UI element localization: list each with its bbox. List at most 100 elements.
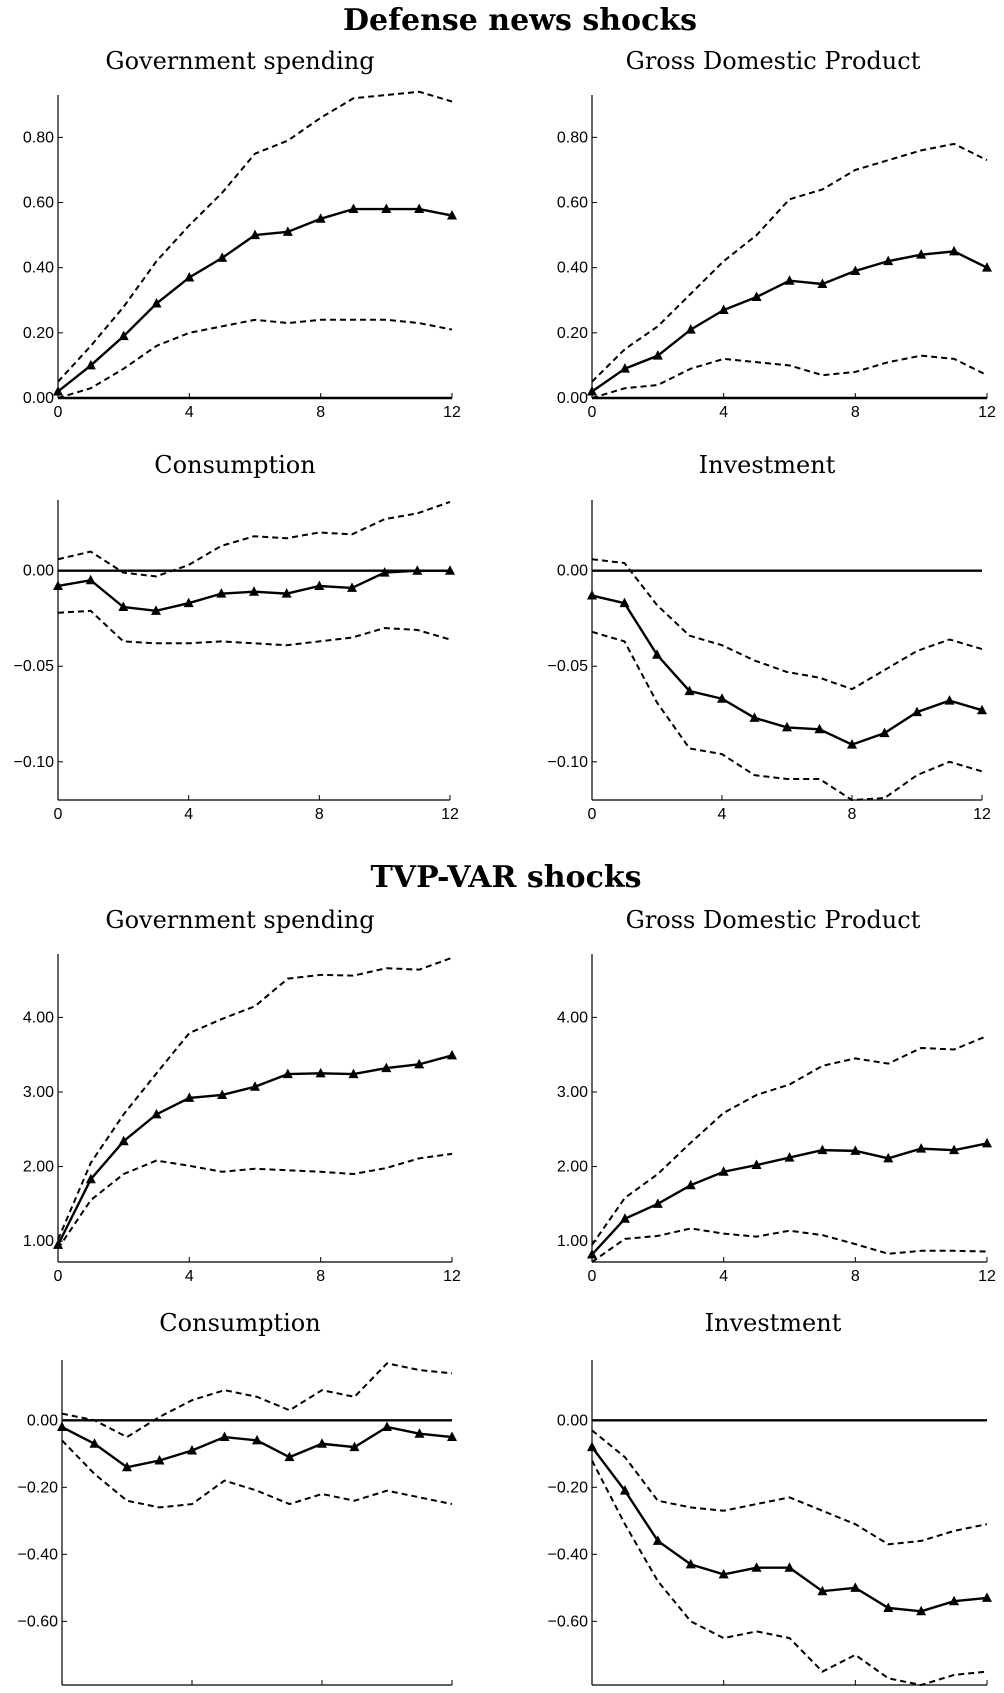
x-tick-label: 8 <box>315 806 324 823</box>
triangle-point <box>718 304 729 315</box>
triangle-point <box>447 1431 457 1442</box>
panel-title-defense-cons: Consumption <box>154 451 315 479</box>
x-tick-label: 0 <box>54 404 63 421</box>
triangle-point <box>347 582 357 592</box>
triangle-point <box>85 574 96 585</box>
x-tick-label: 0 <box>54 806 63 823</box>
triangle-point <box>349 1441 360 1452</box>
x-tick-label: 4 <box>188 1691 197 1693</box>
panel-title-defense-inv: Investment <box>699 451 836 479</box>
series-line-band-2 <box>591 1227 988 1263</box>
x-tick-label: 4 <box>185 404 194 421</box>
y-tick-label: 2.00 <box>23 1159 54 1176</box>
panel-4: 1.00 2.00 3.00 4.00 0 4 8 12 <box>23 954 461 1285</box>
x-tick-label: 4 <box>719 404 728 421</box>
triangle-point <box>652 1535 663 1545</box>
triangle-point <box>216 588 227 598</box>
y-tick-label: 3.00 <box>23 1084 54 1101</box>
y-tick-label: 0.20 <box>23 325 54 342</box>
series-line-band-2 <box>57 318 453 399</box>
triangle-point <box>718 1568 729 1579</box>
y-tick-label: −0.20 <box>18 1479 59 1496</box>
x-tick-label: 8 <box>848 806 857 823</box>
triangle-point <box>652 649 662 659</box>
triangle-point <box>53 580 63 590</box>
x-tick-label: 0 <box>54 1268 63 1285</box>
x-tick-label: 12 <box>443 1268 461 1285</box>
triangle-point <box>382 1421 392 1432</box>
triangle-point <box>381 203 392 214</box>
triangle-point <box>949 1595 960 1606</box>
triangle-point <box>784 1152 795 1162</box>
triangle-point <box>684 685 695 696</box>
series-line-median <box>591 1446 988 1613</box>
triangle-point <box>183 597 194 608</box>
x-tick-label: 12 <box>441 806 459 823</box>
triangle-point <box>587 385 597 396</box>
triangle-point <box>85 1173 96 1184</box>
x-tick-label: 8 <box>851 1691 860 1693</box>
series-line-band-2 <box>591 1460 988 1687</box>
triangle-point <box>447 210 457 220</box>
x-tick-label: 4 <box>184 806 193 823</box>
x-tick-label: 12 <box>443 404 461 421</box>
y-tick-label: −0.20 <box>548 1479 589 1496</box>
triangle-point <box>850 1582 861 1592</box>
triangle-point <box>982 262 992 272</box>
x-tick-label: 12 <box>978 1268 996 1285</box>
triangle-point <box>850 265 861 275</box>
triangle-point <box>916 1605 927 1616</box>
triangle-point <box>982 1137 992 1148</box>
triangle-point <box>912 706 922 717</box>
triangle-point <box>751 1159 762 1170</box>
panels: 0.00 0.20 0.40 0.60 0.80 0 4 8 12 0.00 0.20 0.40 0.6… <box>14 90 996 1693</box>
triangle-point <box>151 298 162 308</box>
triangle-point <box>282 226 293 236</box>
panel-5: 1.00 2.00 3.00 4.00 0 4 8 12 <box>557 954 996 1285</box>
triangle-point <box>751 291 762 301</box>
triangle-point <box>817 278 828 288</box>
series-line-band-1 <box>61 1362 453 1439</box>
y-tick-label: 0.00 <box>557 563 588 580</box>
triangle-point <box>118 601 129 612</box>
series-line-median <box>591 250 988 393</box>
triangle-point <box>587 1249 597 1259</box>
x-tick-label: 8 <box>851 1268 860 1285</box>
y-tick-label: −0.40 <box>18 1546 59 1563</box>
triangle-point <box>883 1602 894 1612</box>
triangle-point <box>249 586 259 596</box>
y-tick-label: −0.40 <box>548 1546 589 1563</box>
panel-title-tvp-inv: Investment <box>705 1309 842 1337</box>
triangle-point <box>348 203 359 214</box>
series-line-band-1 <box>591 1429 988 1546</box>
triangle-point <box>85 359 96 370</box>
triangle-point <box>685 1558 696 1569</box>
x-tick-label: 4 <box>719 1691 728 1693</box>
triangle-point <box>217 252 228 262</box>
triangle-point <box>187 1444 197 1455</box>
triangle-point <box>652 1198 663 1208</box>
x-tick-label: 0 <box>588 1268 597 1285</box>
y-tick-label: 0.20 <box>557 325 588 342</box>
y-tick-label: 4.00 <box>23 1009 54 1026</box>
y-tick-label: −0.10 <box>14 754 55 771</box>
series-line-band-2 <box>61 1439 453 1509</box>
x-tick-label: 8 <box>851 404 860 421</box>
triangle-point <box>53 385 63 396</box>
triangle-point <box>154 1455 165 1465</box>
x-tick-label: 0 <box>588 404 597 421</box>
panel-6: 0.00 −0.20 −0.40 −0.60 0 4 8 12 <box>18 1360 461 1693</box>
triangle-point <box>782 721 792 732</box>
triangle-point <box>784 275 795 285</box>
triangle-point <box>652 350 663 360</box>
triangle-point <box>314 580 325 590</box>
section-title-defense: Defense news shocks <box>343 3 697 38</box>
y-tick-label: −0.60 <box>548 1613 589 1630</box>
y-tick-label: 0.00 <box>23 563 54 580</box>
triangle-point <box>685 324 696 334</box>
triangle-point <box>916 249 927 259</box>
triangle-point <box>817 1585 828 1596</box>
panel-1: 0.00 0.20 0.40 0.60 0.80 0 4 8 12 <box>557 95 996 421</box>
triangle-point <box>718 1166 729 1176</box>
